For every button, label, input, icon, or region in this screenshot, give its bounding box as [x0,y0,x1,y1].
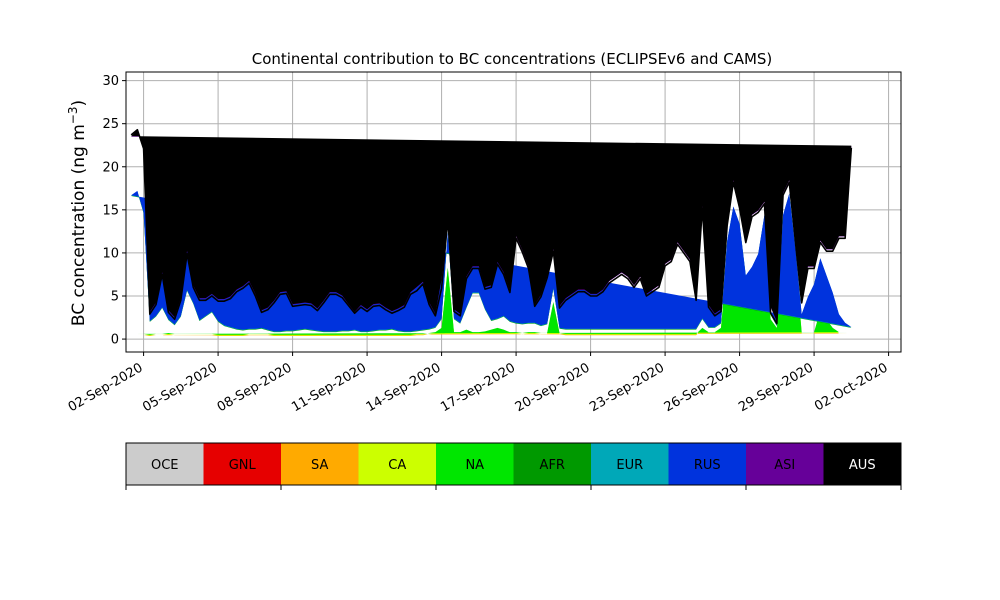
legend-swatch-gnl [203,443,282,485]
y-tick-label: 15 [102,203,119,218]
legend-swatch-ca [358,443,437,485]
y-tick-label: 0 [111,333,119,348]
plot-frame [125,71,902,353]
legend-label-eur: EUR [616,458,643,473]
y-axis-label-close: ) [69,100,89,107]
legend-swatch-asi [746,443,824,485]
legend-swatch-aus [823,443,902,485]
y-axis-label-main: BC concentration (ng m [69,124,89,326]
legend-label-sa: SA [311,458,328,473]
legend-swatch-sa [281,443,359,485]
legend-label-oce: OCE [151,458,179,473]
legend-swatch-eur [591,443,669,485]
y-axis: 0 5 10 15 20 25 30 [102,74,126,348]
y-tick-label: 30 [102,74,119,89]
legend-swatch-afr [513,443,592,485]
y-axis-label-superscript: −3 [66,106,80,124]
chart-title: Continental contribution to BC concentra… [252,50,773,68]
y-tick-label: 5 [111,290,119,305]
area-na [131,207,852,335]
y-tick-label: 20 [102,160,119,175]
legend-label-gnl: GNL [229,458,257,473]
y-tick-label: 10 [102,246,119,261]
legend-label-rus: RUS [694,458,721,473]
total-line [130,128,853,325]
y-tick-label: 25 [102,117,119,132]
legend-swatch-na [436,443,514,485]
total-line-group [130,128,853,325]
legend-swatch-rus [668,443,747,485]
legend-label-ca: CA [388,458,406,473]
legend-frame [125,442,902,486]
stacked-areas [131,130,852,337]
legend-swatch-oce [126,443,204,485]
legend-label-aus: AUS [849,458,876,473]
area-aus [131,130,852,322]
y-axis-label: BC concentration (ng m−3) [66,100,89,326]
legend-label-na: NA [465,458,484,473]
legend-colorbar: OCE GNL SA CA NA AFR EUR RUS ASI AUS [125,442,902,490]
legend-label-asi: ASI [774,458,795,473]
legend-label-afr: AFR [540,458,565,473]
